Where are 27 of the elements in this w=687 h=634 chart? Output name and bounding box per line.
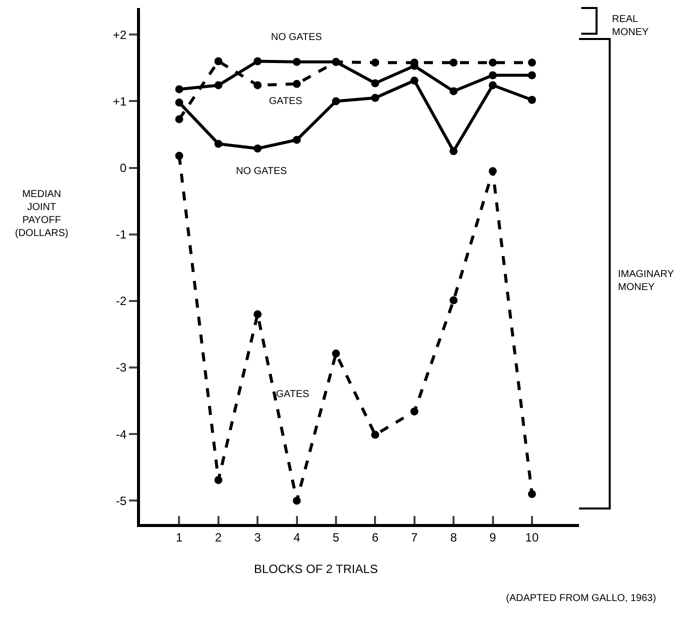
y-axis-title: MEDIAN JOINT PAYOFF (DOLLARS) — [15, 189, 68, 239]
y-tick-label: -1 — [116, 228, 127, 242]
x-tick-label: 10 — [525, 530, 539, 544]
y-tick-label: -2 — [116, 294, 127, 308]
x-tick-label: 1 — [176, 530, 183, 544]
annotation: GATES — [276, 389, 310, 400]
x-axis-title: BLOCKS OF 2 TRIALS — [254, 562, 378, 576]
x-tick-label: 6 — [372, 530, 379, 544]
y-tick-label: -4 — [116, 427, 127, 442]
y-tick-label: -3 — [116, 360, 127, 375]
text: REAL MONEY — [612, 14, 649, 38]
x-tick-label: 4 — [293, 530, 300, 544]
x-tick-label: 5 — [332, 530, 340, 544]
y-tick-label: 0 — [120, 160, 127, 175]
annotation: NO GATES — [271, 32, 322, 43]
y-tick-label: +1 — [112, 94, 127, 108]
x-tick-label: 9 — [489, 530, 496, 544]
x-tick-label: 3 — [254, 530, 262, 544]
x-tick-label: 7 — [411, 530, 418, 544]
text: (ADAPTED FROM GALLO, 1963) — [506, 593, 656, 604]
x-tick-label: 8 — [450, 530, 458, 544]
y-tick-label: +2 — [112, 28, 127, 42]
text: IMAGINARY MONEY — [618, 269, 674, 293]
annotation: GATES — [269, 96, 302, 107]
y-tick-label: -5 — [116, 494, 127, 508]
annotation: NO GATES — [236, 166, 288, 177]
x-tick-label: 2 — [215, 530, 222, 544]
